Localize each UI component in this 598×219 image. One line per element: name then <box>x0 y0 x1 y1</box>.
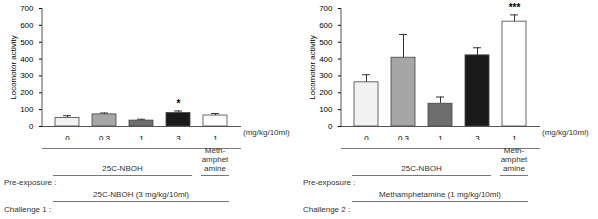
svg-text:3: 3 <box>176 134 181 140</box>
html-text:Challenge 2 :: Challenge 2 : <box>303 205 351 214</box>
svg-text:1: 1 <box>512 134 517 140</box>
svg-text:700: 700 <box>319 4 333 13</box>
svg-text:1: 1 <box>438 134 443 140</box>
svg-text:100: 100 <box>319 105 333 114</box>
svg-text:3: 3 <box>475 134 480 140</box>
svg-text:500: 500 <box>319 38 333 47</box>
html-text:Meth-amphetamine: Meth-amphetamine <box>500 146 528 173</box>
svg-text:0.3: 0.3 <box>99 134 111 140</box>
html-text:Meth-amphetamine: Meth-amphetamine <box>201 146 229 173</box>
svg-text:0: 0 <box>65 134 70 140</box>
svg-text:*: * <box>177 98 181 109</box>
svg-text:300: 300 <box>319 71 333 80</box>
svg-text:0: 0 <box>364 134 369 140</box>
svg-text:600: 600 <box>319 21 333 30</box>
svg-text:400: 400 <box>20 55 34 64</box>
html-text:25C-NBOH: 25C-NBOH <box>102 164 143 173</box>
svg-text:1: 1 <box>139 134 144 140</box>
svg-text:0: 0 <box>29 122 34 131</box>
html-text:Methamphetamine (1 mg/kg/10ml): Methamphetamine (1 mg/kg/10ml) <box>379 190 501 199</box>
svg-text:Locomotor activity: Locomotor activity <box>308 35 317 99</box>
html-text:25C-NBOH (3 mg/kg/10ml): 25C-NBOH (3 mg/kg/10ml) <box>93 190 189 199</box>
svg-text:600: 600 <box>20 21 34 30</box>
html-text:Challenge 1 :: Challenge 1 : <box>4 205 52 214</box>
html-text:(mg/kg/10ml): (mg/kg/10ml) <box>542 128 589 137</box>
svg-text:***: *** <box>509 2 521 13</box>
svg-text:0: 0 <box>328 122 333 131</box>
svg-text:Locomotor activity: Locomotor activity <box>9 35 18 99</box>
svg-text:200: 200 <box>319 88 333 97</box>
svg-text:500: 500 <box>20 38 34 47</box>
svg-text:300: 300 <box>20 71 34 80</box>
html-text:Pre-exposure :: Pre-exposure : <box>303 178 356 187</box>
svg-text:1: 1 <box>213 134 218 140</box>
html-text:25C-NBOH: 25C-NBOH <box>401 164 442 173</box>
svg-text:700: 700 <box>20 4 34 13</box>
svg-text:400: 400 <box>319 55 333 64</box>
html-text:Pre-exposure :: Pre-exposure : <box>4 178 57 187</box>
html-text:(mg/kg/10ml): (mg/kg/10ml) <box>243 128 290 137</box>
svg-text:200: 200 <box>20 88 34 97</box>
svg-text:100: 100 <box>20 105 34 114</box>
svg-text:0.3: 0.3 <box>398 134 410 140</box>
